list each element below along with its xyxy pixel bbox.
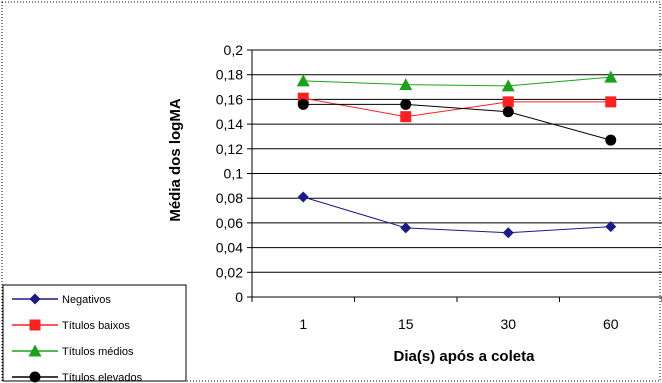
data-point bbox=[399, 78, 413, 91]
y-tick-labels: 0 0,02 0,04 0,06 0,08 0,1 0,12 0,14 0,16 0,18 0,2 bbox=[216, 42, 243, 305]
legend-item: Negativos bbox=[12, 293, 111, 306]
legend: Negativos Títulos baixos Títulos médios Tít… bbox=[2, 284, 187, 383]
data-point bbox=[605, 134, 617, 146]
y-tick-label: 0,14 bbox=[216, 116, 243, 132]
legend-item: Títulos médios bbox=[12, 344, 134, 358]
data-point bbox=[400, 111, 412, 123]
series-line bbox=[303, 97, 611, 118]
data-point bbox=[604, 70, 618, 83]
series-line bbox=[303, 196, 611, 234]
legend-marker bbox=[29, 371, 41, 383]
y-tick-label: 0,18 bbox=[216, 67, 243, 83]
data-point bbox=[400, 222, 412, 234]
series-line bbox=[303, 76, 611, 87]
legend-label: Títulos elevados bbox=[62, 372, 143, 383]
data-point bbox=[502, 227, 514, 239]
data-point bbox=[502, 106, 514, 118]
y-tick-label: 0,02 bbox=[216, 264, 243, 280]
legend-marker bbox=[29, 293, 41, 305]
data-point bbox=[501, 79, 515, 92]
x-tick-labels: 1 15 30 60 bbox=[299, 316, 618, 332]
data-point bbox=[297, 92, 309, 104]
series-titulos-elevados bbox=[297, 98, 617, 146]
data-point bbox=[297, 98, 309, 110]
y-tick-label: 0,08 bbox=[216, 190, 243, 206]
data-point bbox=[297, 191, 309, 203]
x-tick-label: 60 bbox=[603, 316, 619, 332]
y-tick-label: 0,16 bbox=[216, 91, 243, 107]
y-tick-label: 0,2 bbox=[224, 42, 244, 58]
axes bbox=[247, 49, 662, 302]
legend-marker bbox=[28, 344, 42, 357]
y-tick-label: 0,04 bbox=[216, 240, 243, 256]
x-tick-label: 30 bbox=[500, 316, 516, 332]
legend-marker bbox=[29, 319, 41, 331]
y-tick-label: 0 bbox=[235, 289, 243, 305]
data-point bbox=[502, 96, 514, 108]
x-tick-label: 1 bbox=[299, 316, 307, 332]
legend-label: Negativos bbox=[62, 294, 111, 306]
gridlines bbox=[252, 49, 662, 273]
y-axis-title: Média dos logMA bbox=[167, 98, 184, 222]
data-point bbox=[400, 98, 412, 110]
series-titulos-medios bbox=[296, 70, 618, 92]
series-group bbox=[296, 70, 618, 239]
data-point bbox=[296, 74, 310, 87]
series-negativos bbox=[297, 191, 617, 239]
y-tick-label: 0,06 bbox=[216, 215, 243, 231]
legend-label: Títulos baixos bbox=[62, 320, 130, 332]
data-point bbox=[605, 221, 617, 233]
legend-item: Títulos elevados bbox=[12, 371, 143, 383]
series-line bbox=[303, 103, 611, 141]
legend-item: Títulos baixos bbox=[12, 319, 130, 332]
x-axis-title: Dia(s) após a coleta bbox=[394, 348, 536, 365]
x-tick-label: 15 bbox=[398, 316, 414, 332]
data-point bbox=[605, 96, 617, 108]
legend-label: Títulos médios bbox=[62, 346, 134, 358]
y-tick-label: 0,12 bbox=[216, 141, 243, 157]
series-titulos-baixos bbox=[297, 92, 617, 123]
y-tick-label: 0,1 bbox=[224, 166, 244, 182]
